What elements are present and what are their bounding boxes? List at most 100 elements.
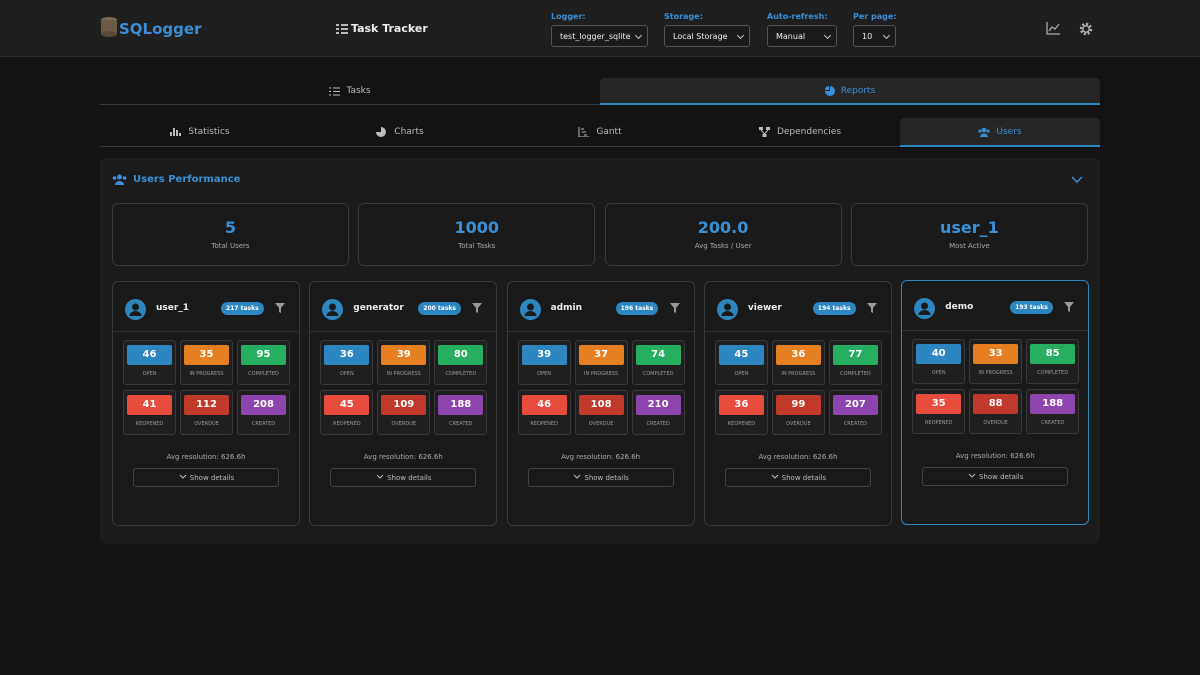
status-count: 37 [578, 345, 624, 365]
tasks-icon [336, 24, 348, 34]
task-badge: 193 tasks [1010, 301, 1053, 314]
status-label: COMPLETED [1037, 370, 1069, 376]
tab-icon [329, 87, 341, 95]
status-box: 112 OVERDUE [180, 390, 233, 435]
chevron [771, 474, 779, 479]
filter-button[interactable] [866, 303, 877, 313]
status-count: 33 [973, 344, 1019, 364]
show-details-button[interactable]: Show details [724, 468, 871, 487]
user-name: user_1 [156, 303, 190, 313]
sub-tab[interactable]: Users [900, 118, 1100, 147]
status-label: IN PROGRESS [781, 371, 816, 377]
tab-label: Dependencies [776, 127, 842, 137]
status-label: OPEN [537, 371, 552, 377]
summary-value: 5 [224, 218, 237, 237]
tab-icon [170, 128, 182, 136]
select[interactable]: Manual [767, 25, 837, 47]
sub-tab[interactable]: Gantt [500, 118, 700, 147]
status-count: 35 [184, 345, 229, 365]
users-icon [112, 174, 127, 185]
status-label: REOPENED [530, 421, 558, 427]
main-tab[interactable]: Reports [600, 78, 1100, 105]
task-badge: 217 tasks [221, 302, 264, 315]
filter-button[interactable] [275, 303, 285, 313]
summary-card: user_1 Most Active [850, 203, 1088, 266]
status-box: 88 OVERDUE [969, 389, 1023, 434]
chart-button[interactable] [1046, 22, 1060, 35]
status-grid: 46 OPEN 35 IN PROGRESS 95 COMPLETED 41 REOPENED… [123, 340, 290, 435]
select[interactable]: 10 [853, 25, 896, 47]
status-count: 109 [381, 395, 427, 415]
status-box: 46 REOPENED [517, 390, 571, 435]
avg-resolution: Avg resolution: 626.6h [561, 453, 641, 461]
chevron [179, 474, 187, 479]
user-name: generator [353, 303, 404, 313]
show-details-button[interactable]: Show details [330, 468, 477, 487]
select[interactable]: test_logger_sqlite [551, 25, 648, 47]
show-details-button[interactable]: Show details [922, 467, 1069, 486]
status-label: REOPENED [727, 421, 756, 427]
chevron [376, 474, 384, 479]
status-box: 109 OVERDUE [377, 390, 431, 435]
status-count: 39 [521, 345, 567, 365]
sub-tab[interactable]: Charts [300, 118, 500, 147]
status-label: COMPLETED [642, 371, 674, 377]
status-count: 88 [973, 394, 1019, 414]
status-label: OPEN [931, 370, 946, 376]
filter-button[interactable] [1064, 302, 1075, 312]
summary-label: Avg Tasks / User [694, 242, 752, 250]
avatar [519, 299, 541, 320]
status-label: COMPLETED [840, 371, 871, 377]
task-badge: 196 tasks [615, 302, 659, 315]
filter-button[interactable] [472, 303, 483, 313]
status-label: CREATED [646, 421, 670, 427]
status-box: 40 OPEN [912, 339, 966, 384]
status-count: 210 [635, 395, 681, 415]
chevron [968, 473, 976, 478]
summary-label: Total Tasks [458, 242, 496, 250]
status-box: 85 COMPLETED [1026, 339, 1080, 384]
status-label: CREATED [843, 421, 867, 427]
control-label: Storage: [664, 12, 703, 21]
user-name: demo [945, 302, 974, 312]
status-box: 37 IN PROGRESS [574, 340, 628, 385]
sub-tab[interactable]: Dependencies [700, 118, 900, 147]
status-count: 99 [775, 395, 821, 415]
status-grid: 39 OPEN 37 IN PROGRESS 74 COMPLETED 46 REOPENED… [517, 340, 685, 435]
settings-button[interactable] [1079, 22, 1093, 36]
show-details-label: Show details [387, 474, 432, 482]
select[interactable]: Local Storage [664, 25, 750, 47]
logo[interactable]: SQLogger [119, 20, 202, 38]
status-box: 45 OPEN [714, 340, 768, 385]
status-box: 36 REOPENED [714, 390, 768, 435]
tab-icon [758, 127, 770, 137]
avatar [125, 299, 146, 320]
user-name: viewer [747, 303, 782, 313]
avg-resolution: Avg resolution: 626.6h [758, 453, 838, 461]
user-card-header: viewer 194 tasks [704, 282, 891, 332]
status-box: 77 COMPLETED [828, 340, 882, 385]
filter-button[interactable] [669, 303, 680, 313]
user-card: generator 200 tasks 36 OPEN 39 IN PROGRESS 80 C… [309, 281, 498, 526]
show-details-label: Show details [781, 474, 827, 482]
status-box: 99 OVERDUE [771, 390, 825, 435]
status-count: 108 [578, 395, 624, 415]
avg-resolution: Avg resolution: 626.6h [363, 453, 443, 461]
status-box: 210 CREATED [631, 390, 685, 435]
status-box: 46 OPEN [123, 340, 176, 385]
user-card-header: admin 196 tasks [507, 282, 694, 332]
chevron [574, 474, 581, 479]
status-label: OVERDUE [588, 421, 614, 427]
control-label: Per page: [853, 12, 897, 21]
show-details-button[interactable]: Show details [133, 468, 279, 487]
collapse-button[interactable] [1071, 176, 1083, 184]
status-label: COMPLETED [445, 371, 477, 377]
status-label: COMPLETED [248, 371, 279, 377]
control-label: Logger: [551, 12, 586, 21]
main-tab[interactable]: Tasks [100, 78, 600, 105]
sub-tab[interactable]: Statistics [100, 118, 300, 147]
header: SQLogger Task Tracker Logger: test_logge… [0, 0, 1200, 57]
show-details-button[interactable]: Show details [527, 468, 674, 487]
tab-label: Reports [840, 85, 876, 96]
tab-icon [978, 127, 990, 137]
